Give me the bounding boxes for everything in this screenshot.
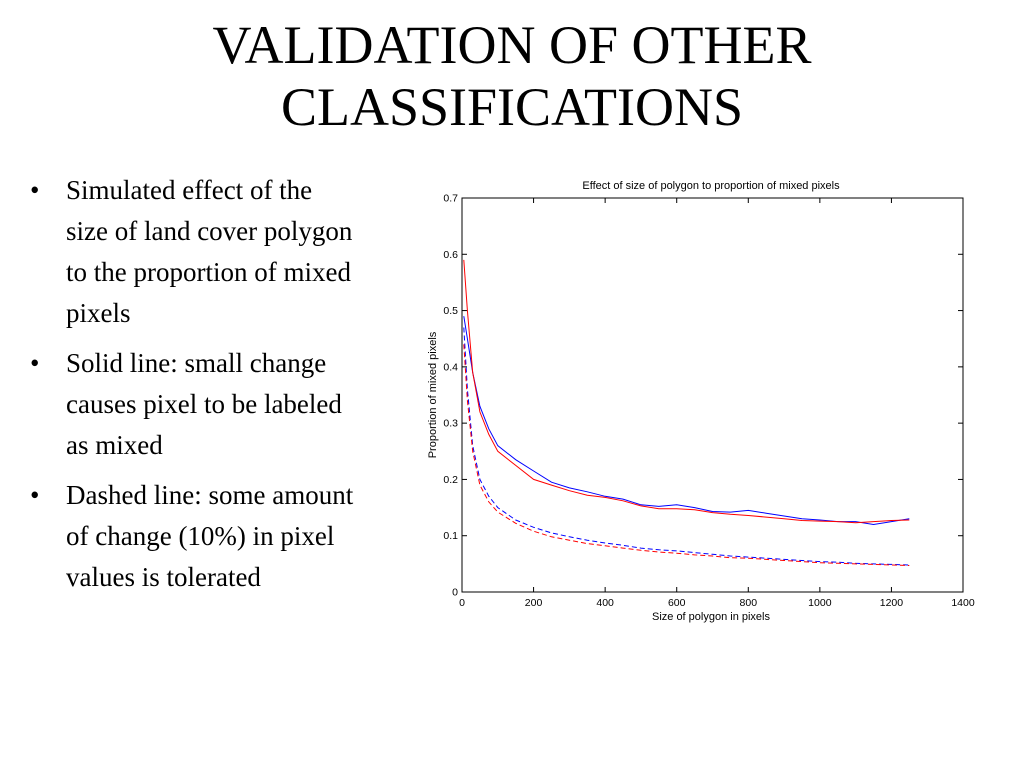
bullet-dot-icon: •	[30, 175, 40, 205]
plot-frame	[461, 197, 964, 593]
bullet-item: • Dashed line: some amount of change (10…	[28, 475, 358, 598]
bullet-dot-icon: •	[30, 348, 40, 378]
x-axis-label: Size of polygon in pixels	[652, 611, 771, 623]
x-tick-label: 1000	[808, 597, 832, 609]
y-axis: 0 0.1 0.2 0.3 0.4 0.5 0.6 0.7	[443, 193, 963, 599]
bullet-dot-icon: •	[30, 480, 40, 510]
y-tick-label: 0.7	[443, 193, 458, 205]
y-tick-label: 0.3	[443, 418, 458, 430]
bullet-text: Dashed line: some amount of change (10%)…	[66, 480, 354, 592]
bullet-list: • Simulated effect of the size of land c…	[28, 170, 358, 607]
slide-title-line-2: CLASSIFICATIONS	[280, 77, 744, 137]
x-tick-label: 200	[525, 597, 543, 609]
x-tick-label: 400	[596, 597, 614, 609]
bullet-text: Solid line: small change causes pixel to…	[66, 348, 342, 460]
x-tick-label: 1400	[951, 597, 975, 609]
bullet-item: • Simulated effect of the size of land c…	[28, 170, 358, 334]
bullet-text: Simulated effect of the size of land cov…	[66, 175, 353, 328]
y-tick-label: 0	[452, 587, 458, 599]
series-line-solid-blue	[463, 316, 910, 526]
x-tick-label: 600	[668, 597, 686, 609]
series-line-dashed-blue	[463, 327, 910, 566]
y-tick-label: 0.2	[443, 474, 458, 486]
y-tick-label: 0.4	[443, 361, 458, 373]
chart-title: Effect of size of polygon to proportion …	[582, 180, 840, 192]
y-tick-label: 0.5	[443, 305, 458, 317]
x-tick-label: 800	[740, 597, 758, 609]
x-tick-label: 1200	[880, 597, 904, 609]
y-tick-label: 0.1	[443, 530, 458, 542]
y-axis-label: Proportion of mixed pixels	[427, 331, 439, 458]
x-tick-label: 0	[459, 597, 465, 609]
x-axis: 0 200 400 600 800 1000 1200 1400	[459, 198, 975, 609]
slide-title: VALIDATION OF OTHER CLASSIFICATIONS	[0, 14, 1024, 138]
y-tick-label: 0.6	[443, 249, 458, 261]
series-layer	[463, 259, 910, 566]
series-line-solid-red	[463, 259, 910, 524]
series-line-dashed-red	[463, 344, 910, 566]
bullet-item: • Solid line: small change causes pixel …	[28, 343, 358, 466]
slide-title-line-1: VALIDATION OF OTHER	[212, 15, 812, 75]
line-chart: Effect of size of polygon to proportion …	[427, 180, 975, 623]
